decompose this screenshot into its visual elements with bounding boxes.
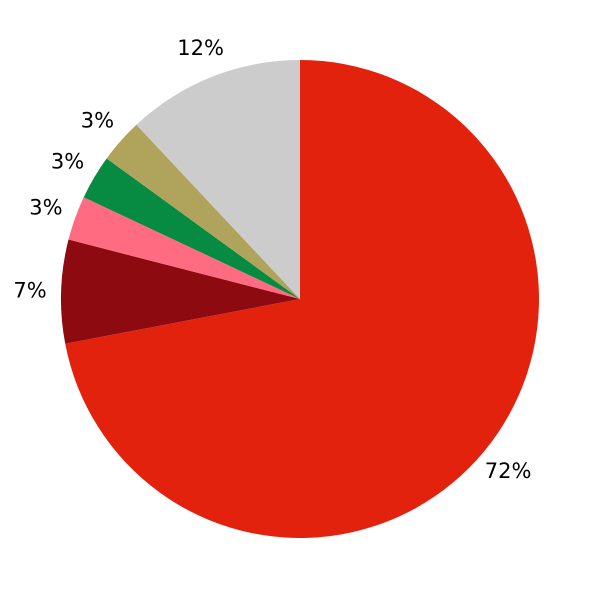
pie-slice-label-dark-red: 7% [13,279,46,303]
pie-slice-label-red: 72% [485,459,532,483]
pie-slice-dark-red [60,239,301,344]
pie-slice-red [65,60,539,538]
pie-slice-green [83,158,300,299]
pie-slice-label-pink: 3% [29,196,62,220]
pie-slice-pink [68,197,300,299]
pie-slice-khaki [106,124,300,299]
pie-slice-gray [136,60,300,299]
pie-slice-label-green: 3% [51,150,84,174]
pie-slice-label-khaki: 3% [81,108,114,132]
pie-slice-label-gray: 12% [177,36,224,60]
